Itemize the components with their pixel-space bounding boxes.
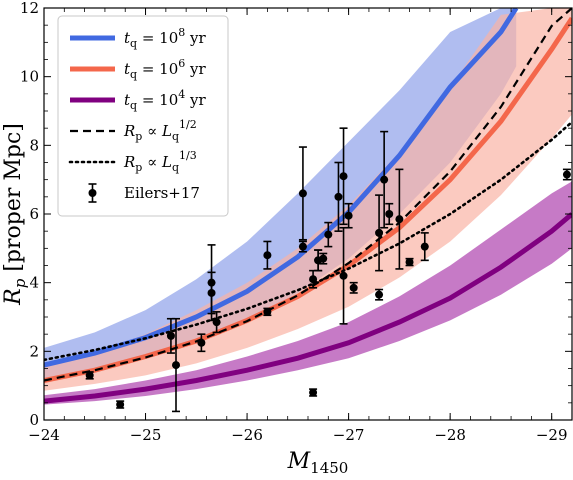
point-marker	[339, 271, 348, 280]
data-point	[395, 168, 404, 270]
data-point	[334, 161, 343, 232]
point-marker	[334, 192, 343, 201]
data-point	[172, 317, 180, 413]
y-tick-label: 12	[20, 0, 39, 17]
legend-label: tq = 108 yr	[124, 26, 207, 50]
data-point	[298, 240, 307, 253]
point-marker	[298, 189, 307, 198]
y-tick-label: 6	[29, 205, 39, 223]
series-line-4	[44, 120, 572, 362]
point-marker	[166, 331, 175, 340]
point-marker	[349, 283, 358, 292]
legend-item-t-q-10-8-yr: tq = 108 yr	[70, 26, 207, 50]
legend-box	[57, 15, 229, 217]
data-point	[116, 400, 125, 409]
y-axis-label-unit: [proper Mpc]	[1, 123, 26, 279]
band-2	[44, 181, 572, 405]
point-marker	[309, 388, 318, 397]
x-axis-label-sub: 1450	[310, 459, 348, 477]
point-marker	[263, 251, 272, 260]
point-marker	[263, 307, 272, 316]
point-marker	[395, 215, 404, 224]
point-marker	[298, 242, 307, 251]
legend-item-r-p-l-q-1-2: Rp ∝ Lq1/2	[70, 118, 197, 143]
data-point	[344, 202, 353, 229]
legend-items: tq = 108 yr tq = 106 yr tq = 104 yr Rp ∝ Lq…	[68, 26, 207, 203]
point-marker	[212, 318, 221, 327]
legend-label: Rp ∝ Lq1/3	[123, 149, 197, 174]
legend-label: tq = 106 yr	[124, 57, 207, 81]
data-point	[309, 388, 318, 397]
legend-label: Eilers+17	[124, 184, 200, 202]
point-marker	[420, 242, 429, 251]
data-point	[339, 127, 348, 226]
point-marker	[172, 361, 180, 370]
legend-item-r-p-l-q-1-3: Rp ∝ Lq1/3	[68, 149, 197, 174]
point-marker	[85, 371, 94, 380]
point-marker	[385, 210, 394, 218]
data-point	[263, 240, 272, 270]
axis-labels: M1450 Rp [proper Mpc]	[1, 123, 348, 477]
data-point	[314, 249, 323, 272]
point-marker	[405, 258, 414, 267]
data-point	[85, 371, 94, 380]
y-tick-label: 10	[20, 68, 39, 86]
data-point	[319, 252, 328, 265]
band-0	[44, 8, 517, 381]
legend-item-t-q-10-4-yr: tq = 104 yr	[70, 88, 207, 112]
data-point	[562, 168, 571, 181]
point-marker	[319, 254, 328, 263]
data-point	[197, 333, 206, 353]
legend: tq = 108 yr tq = 106 yr tq = 104 yr Rp ∝ Lq…	[57, 15, 229, 217]
x-tick-label: −25	[130, 426, 162, 444]
legend-label: Rp ∝ Lq1/2	[123, 118, 197, 143]
data-point	[375, 288, 384, 301]
series-lines	[44, 8, 572, 404]
point-marker	[197, 338, 206, 347]
x-tick-label: −29	[536, 426, 568, 444]
x-axis-label: M1450	[287, 449, 349, 477]
y-tick-label: 4	[29, 274, 39, 292]
point-marker	[116, 400, 125, 409]
data-point	[420, 232, 429, 262]
y-axis-label-sub: p	[11, 278, 29, 288]
y-tick-label: 0	[29, 411, 39, 429]
data-point	[298, 146, 307, 241]
x-tick-label: −26	[231, 426, 263, 444]
data-point	[385, 202, 394, 226]
point-marker	[339, 172, 348, 181]
point-marker	[562, 170, 571, 179]
data-point	[405, 257, 414, 267]
x-tick-label: −28	[434, 426, 466, 444]
data-point	[263, 307, 272, 317]
y-tick-label: 8	[29, 136, 39, 154]
point-marker	[375, 290, 384, 299]
data-point	[212, 311, 221, 334]
data-point	[375, 194, 384, 272]
data-point	[207, 244, 216, 322]
point-marker	[380, 175, 389, 184]
point-marker	[309, 275, 318, 284]
point-marker	[324, 230, 333, 239]
axis-ticks: −24 −25 −26 −27 −28 −29 0 2 4 6 8 10 12	[20, 0, 573, 444]
x-tick-label: −24	[28, 426, 60, 444]
data-point	[349, 281, 358, 294]
data-points	[85, 127, 571, 413]
y-axis-label: Rp [proper Mpc]	[1, 123, 29, 306]
y-tick-label: 2	[29, 342, 39, 360]
x-tick-label: −27	[333, 426, 365, 444]
legend-label: tq = 104 yr	[124, 88, 207, 112]
point-marker	[207, 278, 216, 287]
legend-item-eilers-17: Eilers+17	[88, 183, 200, 203]
legend-item-t-q-10-6-yr: tq = 106 yr	[70, 57, 207, 81]
series-line-2	[44, 212, 572, 404]
data-point	[324, 221, 333, 248]
point-marker	[344, 211, 353, 220]
point-marker	[375, 228, 384, 237]
legend-swatch-marker	[88, 189, 97, 197]
data-point	[380, 130, 389, 229]
